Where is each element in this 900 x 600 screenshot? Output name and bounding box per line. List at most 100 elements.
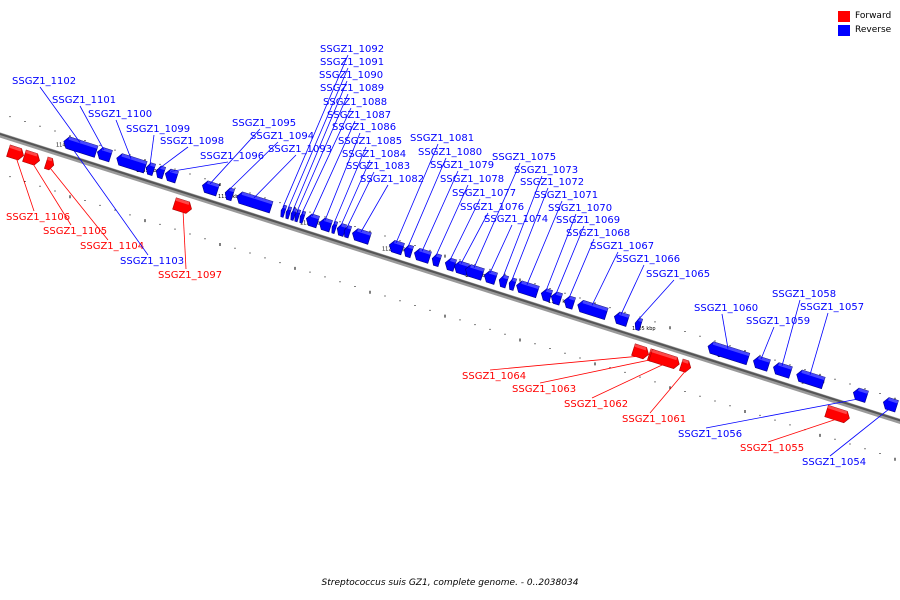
legend-label-forward: Forward <box>855 11 892 21</box>
gene-leader <box>449 198 481 261</box>
gene-arrow <box>388 240 405 256</box>
gene-arrow <box>116 153 148 174</box>
gene-arrow <box>824 404 850 424</box>
gene-highlight <box>241 191 273 205</box>
gene-leader <box>253 154 297 199</box>
gene-feature <box>336 223 348 237</box>
gene-label: SSGZ1_1057 <box>800 302 864 313</box>
gene-leader <box>324 132 361 221</box>
gene-feature <box>290 208 298 221</box>
gene-feature <box>318 217 333 233</box>
gene-leader <box>568 238 595 299</box>
gene-leader <box>31 161 72 226</box>
gene-leader <box>502 175 543 278</box>
gene-arrow <box>202 180 220 197</box>
gene-arrow <box>336 223 348 237</box>
gene-label: SSGZ1_1059 <box>746 316 810 327</box>
gene-label: SSGZ1_1082 <box>360 174 424 185</box>
gene-label: SSGZ1_1092 <box>320 44 384 55</box>
gene-leader <box>555 225 585 295</box>
gene-label: SSGZ1_1085 <box>338 136 402 147</box>
gene-feature <box>285 206 293 220</box>
gene-leader <box>539 359 653 384</box>
gene-arrow <box>224 187 236 202</box>
gene-label: SSGZ1_1094 <box>250 131 314 142</box>
gene-leader <box>209 128 261 185</box>
gene-arrow <box>285 206 293 220</box>
gene-label: SSGZ1_1067 <box>590 241 654 252</box>
gene-arrow <box>550 291 563 306</box>
gene-arrow <box>631 343 649 360</box>
gene-highlight <box>207 180 220 188</box>
gene-arrow <box>280 204 288 218</box>
legend-label-reverse: Reverse <box>855 25 892 35</box>
gene-label: SSGZ1_1101 <box>52 95 116 106</box>
gene-arrow <box>773 362 793 379</box>
gene-label: SSGZ1_1099 <box>126 124 190 135</box>
genes: SSGZ1_1106 SSGZ1_1105 SSGZ1_1104 SSGZ1_1103… <box>6 44 899 468</box>
gene-feature <box>414 248 432 264</box>
gene-label: SSGZ1_1073 <box>514 165 578 176</box>
gene-leader <box>545 213 577 291</box>
gene-arrow <box>540 288 553 303</box>
gene-highlight <box>682 359 689 364</box>
gene-arrow <box>145 162 157 177</box>
gene-highlight <box>582 300 609 312</box>
gene-feature <box>431 253 443 268</box>
gene-label: SSGZ1_1055 <box>740 443 804 454</box>
gene-feature <box>540 288 553 303</box>
gene-feature <box>796 369 826 390</box>
gene-leader <box>767 418 839 443</box>
gene-label: SSGZ1_1069 <box>556 215 620 226</box>
legend-item-reverse: Reverse <box>838 23 891 37</box>
gene-feature <box>563 295 576 310</box>
gene-label: SSGZ1_1103 <box>120 256 184 267</box>
gene-feature <box>343 225 353 239</box>
gene-label: SSGZ1_1058 <box>772 289 836 300</box>
gene-arrow <box>577 299 609 321</box>
gene-arrow <box>882 397 899 413</box>
gene-label: SSGZ1_1078 <box>440 174 504 185</box>
gene-arrow <box>563 295 576 310</box>
gene-feature <box>403 244 415 259</box>
gene-highlight <box>778 362 793 370</box>
gene-label: SSGZ1_1070 <box>548 203 612 214</box>
gene-leader <box>721 313 729 349</box>
gene-leader <box>435 184 469 256</box>
gene-highlight <box>175 197 190 205</box>
gene-arrow <box>498 274 510 289</box>
gene-feature <box>648 348 680 369</box>
gene-label: SSGZ1_1100 <box>88 109 152 120</box>
gene-arrow <box>236 191 274 214</box>
backbone <box>0 132 900 422</box>
gene-arrow <box>164 168 179 184</box>
gene-label: SSGZ1_1080 <box>418 147 482 158</box>
gene-highlight <box>827 405 848 415</box>
gene-arrow <box>648 348 680 369</box>
gene-label: SSGZ1_1075 <box>492 152 556 163</box>
gene-leader <box>760 326 775 360</box>
gene-leader <box>489 224 513 274</box>
gene-leader <box>282 54 349 208</box>
gene-label: SSGZ1_1087 <box>327 110 391 121</box>
gene-leader <box>49 167 109 241</box>
gene-feature <box>22 149 40 166</box>
gene-highlight <box>150 162 156 168</box>
gene-highlight <box>334 221 338 226</box>
gene-arrow <box>290 208 298 221</box>
gene-feature <box>388 240 405 256</box>
gene-highlight <box>324 218 333 224</box>
gene-leader <box>489 355 642 371</box>
gene-label: SSGZ1_1056 <box>678 429 742 440</box>
gene-label: SSGZ1_1074 <box>484 214 548 225</box>
gene-arrow <box>22 149 40 166</box>
gene-label: SSGZ1_1093 <box>268 144 332 155</box>
gene-feature <box>63 136 99 158</box>
gene-label: SSGZ1_1060 <box>694 303 758 314</box>
gene-label: SSGZ1_1063 <box>512 384 576 395</box>
gene-label: SSGZ1_1083 <box>346 161 410 172</box>
gene-label: SSGZ1_1066 <box>616 254 680 265</box>
gene-highlight <box>489 270 498 276</box>
gene-arrow <box>431 253 443 268</box>
